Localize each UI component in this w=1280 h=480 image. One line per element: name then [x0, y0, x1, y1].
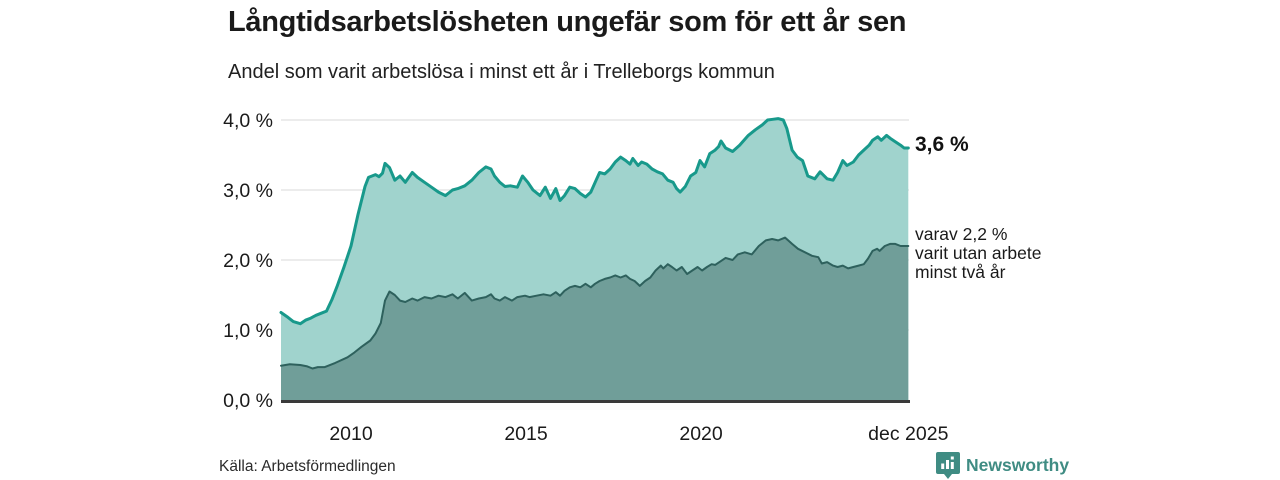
- y-tick-label: 2,0 %: [223, 250, 273, 272]
- y-tick-label: 3,0 %: [223, 180, 273, 202]
- newsworthy-logo-icon: [936, 452, 960, 479]
- page-title: Långtidsarbetslösheten ungefär som för e…: [228, 6, 907, 38]
- y-tick-label: 0,0 %: [223, 390, 273, 412]
- logo-dot: [950, 456, 954, 460]
- series-area-1: [281, 237, 909, 400]
- chart-subtitle: Andel som varit arbetslösa i minst ett å…: [228, 61, 775, 83]
- x-tick-label: 2020: [679, 423, 723, 445]
- two-year-annotation-line: varav 2,2 %: [915, 224, 1008, 244]
- x-tick-label: dec 2025: [868, 423, 948, 445]
- x-tick-label: 2015: [504, 423, 548, 445]
- logo-bar: [950, 462, 954, 469]
- x-tick-label: 2010: [329, 423, 373, 445]
- two-year-annotation-line: varit utan arbete: [915, 243, 1042, 263]
- newsworthy-wordmark: Newsworthy: [966, 454, 1070, 475]
- newsworthy-brand: Newsworthy: [936, 451, 1069, 479]
- two-year-annotation-line: minst två år: [915, 262, 1006, 282]
- source-note: Källa: Arbetsförmedlingen: [219, 458, 396, 475]
- series-line-0: [279, 117, 910, 326]
- logo-bar: [941, 463, 945, 469]
- two-year-annotation: varav 2,2 % varit utan arbete minst två …: [915, 225, 1041, 282]
- series-line-1: [280, 236, 910, 370]
- logo-bar: [946, 460, 949, 469]
- y-tick-label: 1,0 %: [223, 320, 273, 342]
- y-tick-label: 4,0 %: [223, 110, 273, 132]
- latest-value-label: 3,6 %: [915, 133, 969, 156]
